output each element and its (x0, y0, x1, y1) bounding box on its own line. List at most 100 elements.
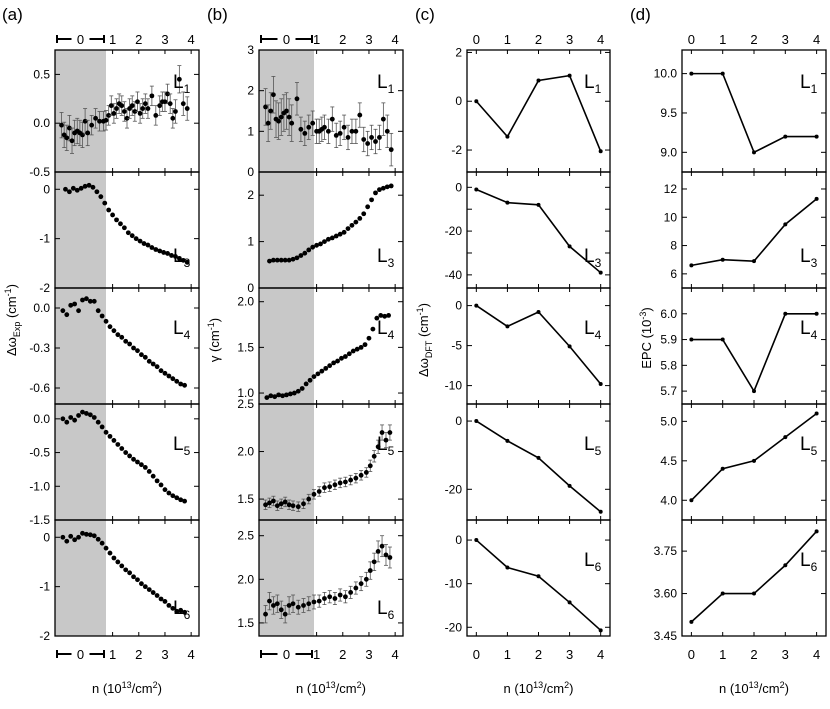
data-point (358, 472, 364, 478)
series-line (690, 530, 818, 623)
subplot-l6: 3.45 3.60 3.75 L6 (654, 519, 827, 643)
x-label-tail: /cm (132, 681, 153, 696)
mode-label: L5 (377, 434, 395, 458)
data-point (272, 394, 278, 400)
x-axis-label: n (1013/cm2) (719, 680, 789, 696)
data-point (90, 184, 96, 190)
top-x-tick-label: 1 (504, 32, 511, 47)
data-point (377, 135, 382, 140)
y-tick-label: -10 (445, 577, 463, 591)
top-x-tick-label: 4 (597, 32, 604, 47)
data-point (64, 135, 70, 141)
data-point (184, 259, 190, 265)
top-x-tick-label: 3 (161, 32, 168, 47)
data-point (76, 308, 81, 314)
data-point (103, 318, 109, 324)
data-point (386, 313, 391, 318)
subplot-l4: -10 -5 0 L4 (445, 287, 611, 405)
mode-label: L1 (584, 72, 602, 96)
y-label-sup: -1 (3, 288, 13, 296)
data-point (378, 313, 384, 318)
y-label-close: ) (639, 307, 654, 311)
data-point (598, 270, 603, 275)
data-point (322, 239, 327, 245)
data-point (337, 231, 343, 237)
data-point (129, 233, 135, 239)
mode-label-sub: 1 (184, 82, 191, 96)
y-label-main: Δω (4, 337, 19, 356)
bottom-x-tick-label: 3 (365, 647, 372, 662)
x-axis-label: n (1013/cm2) (92, 680, 162, 696)
data-point (165, 91, 170, 97)
x-label-sup: 13 (122, 680, 132, 690)
data-point (366, 335, 372, 341)
data-point (180, 101, 186, 107)
data-point (290, 503, 296, 509)
data-point (91, 415, 97, 420)
x-label-tail: /cm (543, 681, 564, 696)
data-point (72, 537, 78, 543)
y-tick-label: 2.0 (237, 572, 254, 586)
data-point (91, 298, 97, 304)
mode-label-base: L (173, 318, 184, 339)
y-tick-label: 2 (247, 84, 254, 98)
mode-label: L4 (584, 318, 602, 342)
panel-b: 0123L1012L31.01.52.0L41.52.02.5L51.52.02… (206, 5, 404, 696)
data-point (274, 601, 280, 607)
x-label-sup2: 2 (153, 680, 158, 690)
y-tick-label: -0.6 (29, 381, 50, 395)
gate-zero-label: 0 (283, 647, 290, 662)
data-point (127, 341, 133, 347)
data-point (314, 242, 319, 248)
y-tick-label: 6 (670, 267, 677, 281)
data-point (536, 202, 541, 207)
panel-label: (b) (207, 5, 228, 24)
panel-label: (c) (415, 5, 435, 24)
subplot-l6: -20 -10 0 L6 (445, 519, 611, 637)
data-point (311, 599, 317, 605)
subplot-frame (681, 519, 827, 637)
y-tick-label: 0 (455, 94, 462, 108)
data-point (357, 216, 363, 221)
data-point (68, 415, 74, 420)
mode-label-base: L (800, 246, 811, 267)
mode-label-base: L (584, 434, 595, 455)
bottom-x-tick-label: 1 (719, 647, 726, 662)
mode-label: L5 (800, 434, 818, 458)
data-point (379, 430, 385, 435)
x-label-close: ) (362, 681, 366, 696)
subplot-frame (258, 519, 404, 637)
series-line (691, 198, 818, 267)
data-point (567, 600, 572, 605)
data-point (114, 217, 119, 223)
data-point (294, 255, 300, 261)
mode-label: L1 (173, 72, 191, 96)
y-tick-label: 1.5 (237, 340, 254, 354)
data-point (167, 101, 173, 107)
x-label-main: n (10 (504, 681, 534, 696)
data-point (76, 413, 81, 418)
data-point (263, 104, 268, 110)
data-point (380, 116, 386, 122)
data-point (271, 92, 276, 98)
data-point (567, 483, 572, 488)
top-x-tick-label: 2 (339, 32, 346, 47)
data-point (119, 446, 125, 451)
data-point (271, 257, 276, 263)
data-point (87, 532, 93, 538)
data-point (350, 348, 356, 354)
data-point (363, 576, 369, 582)
data-point (162, 487, 168, 493)
data-point (358, 581, 364, 587)
data-point (354, 346, 360, 352)
data-point (474, 419, 479, 424)
top-x-tick-label: 3 (365, 32, 372, 47)
data-point (319, 368, 325, 374)
bottom-x-tick-label: 2 (535, 647, 542, 662)
data-point (142, 464, 148, 470)
mode-label-sub: 3 (388, 256, 395, 270)
gate-shading (259, 50, 314, 636)
data-point (783, 563, 788, 568)
bottom-x-tick-label: 0 (688, 647, 695, 662)
top-x-tick-label: 2 (750, 32, 757, 47)
